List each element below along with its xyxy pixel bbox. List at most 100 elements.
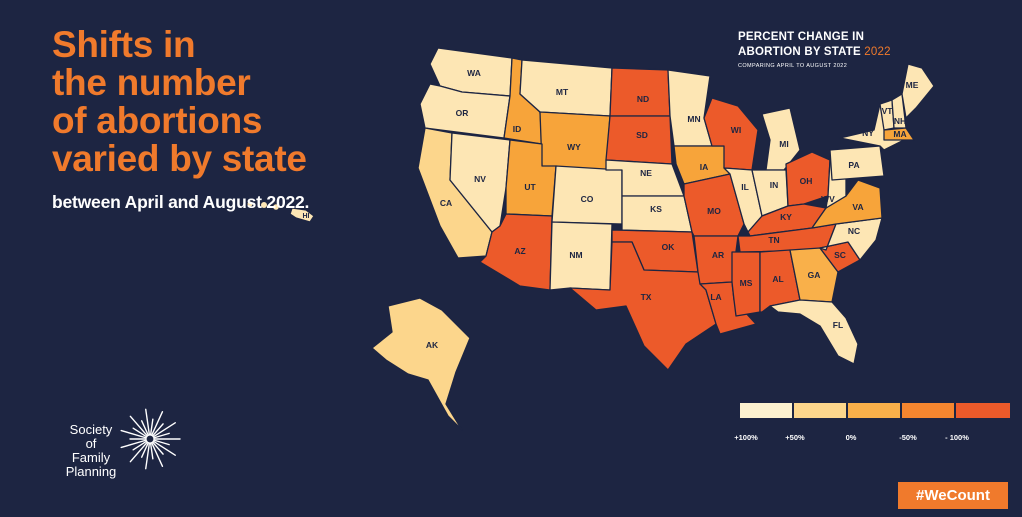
label-ny: NY	[862, 128, 874, 138]
label-mo: MO	[707, 206, 721, 216]
logo-line1: Society	[69, 422, 113, 437]
label-nd: ND	[637, 94, 649, 104]
headline-subtitle: between April and August 2022.	[52, 192, 310, 212]
state-wy	[539, 111, 611, 171]
state-mn	[667, 69, 713, 147]
state-ga	[789, 247, 839, 303]
starburst-ray	[140, 420, 150, 437]
legend-title-line1: PERCENT CHANGE IN	[738, 31, 865, 43]
label-ms: MS	[740, 278, 753, 288]
label-ga: GA	[808, 270, 821, 280]
label-ks: KS	[650, 204, 662, 214]
legend-title-line2-wrap: ABORTION BY STATE 2022	[738, 45, 891, 60]
label-sd: SD	[636, 130, 648, 140]
hashtag-badge: #WeCount	[898, 482, 1008, 509]
state-me	[901, 63, 935, 119]
legend-comparison: COMPARING APRIL TO AUGUST 2022	[738, 63, 848, 69]
legend-title-line2: ABORTION BY STATE	[738, 46, 861, 58]
logo-line4: Planning	[65, 464, 117, 479]
label-hi: HI	[303, 213, 310, 220]
label-az: AZ	[514, 246, 525, 256]
starburst-ray	[153, 439, 170, 446]
starburst-ray	[145, 408, 151, 436]
starburst-ray	[129, 441, 149, 463]
label-pa: PA	[848, 160, 859, 170]
label-va: VA	[852, 202, 863, 212]
label-co: CO	[581, 194, 594, 204]
label-ky: KY	[780, 212, 792, 222]
label-mi: MI	[779, 139, 788, 149]
legend-title: PERCENT CHANGE IN ABORTION BY STATE 2022…	[738, 30, 891, 70]
label-al: AL	[772, 274, 783, 284]
label-ia: IA	[700, 162, 709, 172]
starburst-ray	[153, 432, 170, 439]
label-id: ID	[513, 124, 522, 134]
legend-tick-labels: +100% +50% 0% -50% - 100%	[0, 433, 1022, 445]
starburst-ray	[132, 440, 148, 451]
headline-title: Shifts in the number of abortions varied…	[52, 24, 307, 179]
sfp-logo: Society of Family Planning	[52, 405, 192, 485]
label-mt: MT	[556, 87, 569, 97]
label-nh: NH	[894, 116, 906, 126]
starburst-ray	[132, 427, 148, 438]
starburst-ray	[151, 441, 164, 455]
label-mn: MN	[687, 114, 700, 124]
starburst-ray	[145, 442, 151, 470]
state-fl	[769, 299, 859, 365]
label-nm: NM	[569, 250, 582, 260]
label-ar: AR	[712, 250, 724, 260]
state-ma	[883, 127, 915, 141]
label-wi: WI	[731, 125, 741, 135]
starburst-ray	[140, 441, 150, 458]
legend-tick-4: -50%	[899, 433, 917, 442]
legend-swatch-2	[794, 403, 848, 418]
legend-swatch-1	[740, 403, 794, 418]
label-wa: WA	[467, 68, 481, 78]
starburst-ray	[129, 415, 149, 437]
label-ut: UT	[524, 182, 536, 192]
label-la: LA	[710, 292, 721, 302]
label-nc: NC	[848, 226, 860, 236]
legend-tick-1: +100%	[734, 433, 758, 442]
logo-line2: of	[85, 436, 97, 451]
label-fl: FL	[833, 320, 843, 330]
state-sd	[605, 115, 673, 165]
legend-tick-5: - 100%	[945, 433, 969, 442]
state-tx	[569, 241, 717, 371]
label-ma: MA	[893, 129, 906, 139]
starburst-ray	[152, 422, 176, 438]
state-ak	[371, 297, 471, 431]
label-me: ME	[906, 80, 919, 90]
label-nv: NV	[474, 174, 486, 184]
state-hi	[289, 207, 315, 223]
legend-color-scale	[740, 403, 1010, 418]
label-in: IN	[770, 180, 779, 190]
starburst-ray	[120, 429, 147, 439]
logo-line3: Family	[71, 450, 111, 465]
state-pa	[829, 145, 885, 181]
starburst-ray	[151, 423, 164, 437]
starburst-icon	[120, 408, 181, 470]
state-nd	[609, 67, 671, 117]
label-ca: CA	[440, 198, 452, 208]
label-ne: NE	[640, 168, 652, 178]
label-ok: OK	[662, 242, 676, 252]
legend-swatch-4	[902, 403, 956, 418]
legend-title-year: 2022	[864, 46, 891, 58]
starburst-ray	[152, 440, 176, 456]
label-wv: WV	[821, 194, 835, 204]
legend-swatch-5	[956, 403, 1010, 418]
label-sc: SC	[834, 250, 846, 260]
label-oh: OH	[800, 176, 813, 186]
starburst-ray	[150, 441, 164, 467]
starburst-ray	[120, 439, 147, 449]
headline: Shifts in the number of abortions varied…	[52, 26, 352, 213]
label-ak: AK	[426, 340, 439, 350]
label-or: OR	[456, 108, 469, 118]
label-wy: WY	[567, 142, 581, 152]
state-ks	[621, 195, 693, 233]
legend-swatch-3	[848, 403, 902, 418]
legend-tick-3: 0%	[845, 433, 857, 442]
hawaii-small-islands	[247, 201, 279, 210]
